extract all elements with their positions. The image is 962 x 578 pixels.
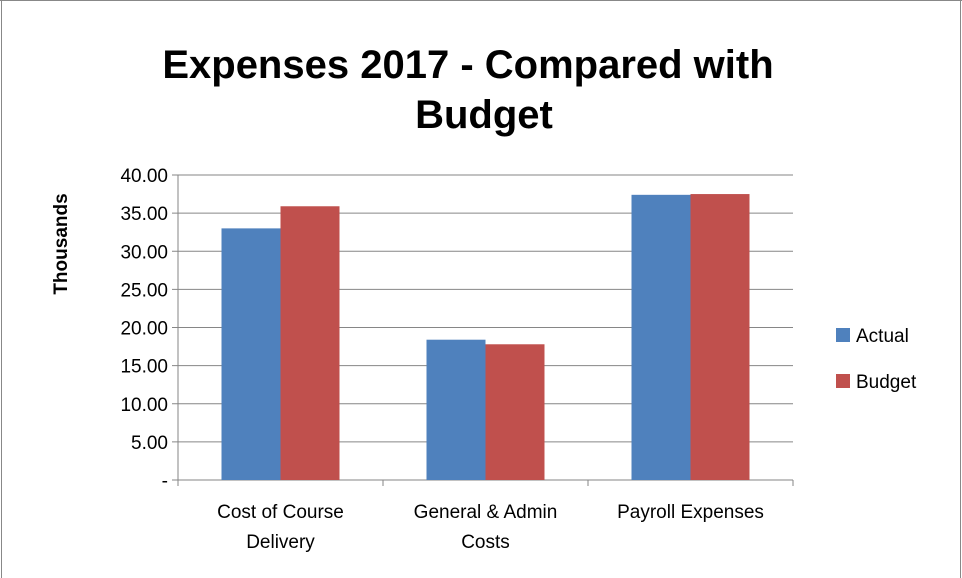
legend-label-actual: Actual: [856, 326, 909, 347]
bar-budget: [280, 206, 340, 480]
y-tick-label: 20.00: [120, 319, 168, 340]
legend-swatch-actual: [836, 328, 850, 342]
x-tick-label: Costs: [461, 532, 510, 553]
bar-budget: [485, 344, 545, 480]
legend: Actual Budget: [836, 326, 917, 393]
bar-actual: [631, 194, 691, 480]
chart-title-line-2: Budget: [415, 93, 553, 137]
y-tick-label: 5.00: [131, 433, 168, 454]
legend-swatch-budget: [836, 374, 850, 388]
y-tick-label: 10.00: [120, 395, 168, 416]
y-tick-label: 35.00: [120, 204, 168, 225]
y-tick-label: 40.00: [120, 166, 168, 187]
x-tick-label: Payroll Expenses: [617, 502, 764, 523]
chart-title-line-1: Expenses 2017 - Compared with: [162, 43, 773, 87]
bar-actual: [426, 339, 486, 480]
x-tick-label: Cost of Course: [217, 502, 344, 523]
bar-actual: [221, 228, 281, 480]
plot-area: - 5.00 10.00 15.00 20.00 25.00 30.00 35.00 40.00…: [120, 166, 794, 553]
legend-label-budget: Budget: [856, 372, 917, 393]
y-axis-label: Thousands: [51, 193, 72, 294]
y-tick-label: 30.00: [120, 242, 168, 263]
x-tick-label: General & Admin: [414, 502, 558, 523]
x-tick-label: Delivery: [246, 532, 315, 553]
y-tick-label: 15.00: [120, 357, 168, 378]
y-tick-label: 25.00: [120, 280, 168, 301]
y-tick-label: -: [162, 471, 168, 492]
bar-budget: [690, 194, 750, 480]
